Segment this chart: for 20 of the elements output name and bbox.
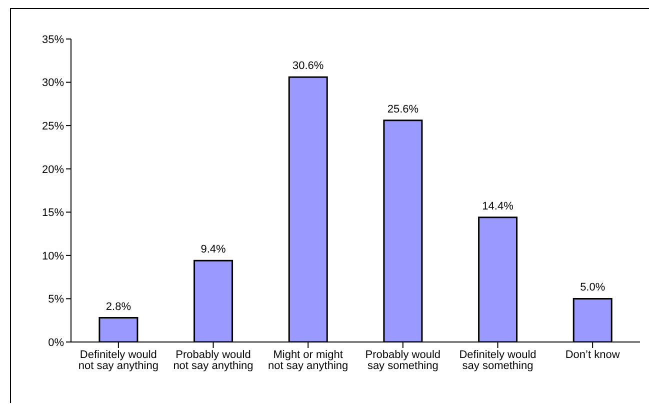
y-tick-label: 10% [42,250,64,262]
y-tick-label: 0% [48,336,64,349]
data-label: 25.6% [387,103,419,116]
x-tick-label: Probably would not say anything [173,348,254,372]
y-tick-label: 15% [42,207,64,220]
y-tick-label: 20% [42,164,64,176]
data-label: 2.8% [106,300,132,313]
y-tick-label: 30% [42,77,64,90]
y-tick-label: 35% [42,34,64,46]
x-tick-label: Definitely would say something [459,348,536,372]
x-tick-label: Might or might not say anything [268,348,348,372]
data-label: 30.6% [292,60,324,72]
y-tick-label: 25% [42,120,64,132]
x-tick-label: Definitely would not say anything [78,348,158,372]
x-tick-label: Probably would say something [365,348,441,372]
data-label: 5.0% [580,282,606,294]
y-tick-label: 5% [48,294,64,306]
data-label: 9.4% [200,244,226,256]
x-tick-label: Don’t know [565,348,620,361]
data-label: 14.4% [482,200,514,212]
